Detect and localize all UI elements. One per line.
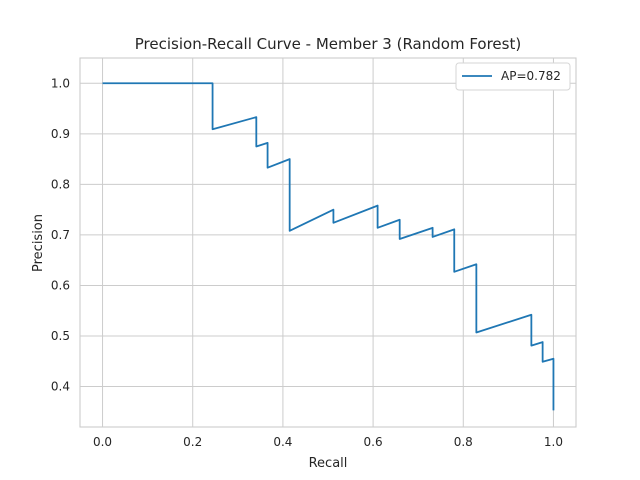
y-tick-label: 0.5 <box>51 329 70 343</box>
y-tick-label: 0.9 <box>51 127 70 141</box>
legend-box <box>455 62 571 91</box>
x-tick-label: 0.6 <box>364 435 383 449</box>
series-group <box>102 82 555 411</box>
y-tick-label: 0.8 <box>51 177 70 191</box>
x-tick-labels: 0.0 0.2 0.4 0.6 0.8 1.0 <box>93 435 563 449</box>
series-line <box>102 82 555 411</box>
plot-frame <box>79 57 577 428</box>
x-tick-label: 1.0 <box>544 435 563 449</box>
y-tick-label: 0.4 <box>51 380 70 394</box>
legend-label: AP=0.782 <box>501 69 561 83</box>
legend: AP=0.782 <box>455 62 571 91</box>
chart-title: Precision-Recall Curve - Member 3 (Rando… <box>135 35 521 53</box>
y-tick-label: 0.6 <box>51 278 70 292</box>
x-tick-label: 0.4 <box>273 435 292 449</box>
x-axis-label: Recall <box>309 456 348 471</box>
y-tick-label: 0.7 <box>51 228 70 242</box>
grid-lines <box>80 58 576 427</box>
y-axis-label: Precision <box>31 214 46 272</box>
y-tick-labels: 0.4 0.5 0.6 0.7 0.8 0.9 1.0 <box>51 76 70 393</box>
x-tick-label: 0.2 <box>183 435 202 449</box>
x-tick-label: 0.8 <box>454 435 473 449</box>
x-tick-label: 0.0 <box>93 435 112 449</box>
y-tick-label: 1.0 <box>51 76 70 90</box>
